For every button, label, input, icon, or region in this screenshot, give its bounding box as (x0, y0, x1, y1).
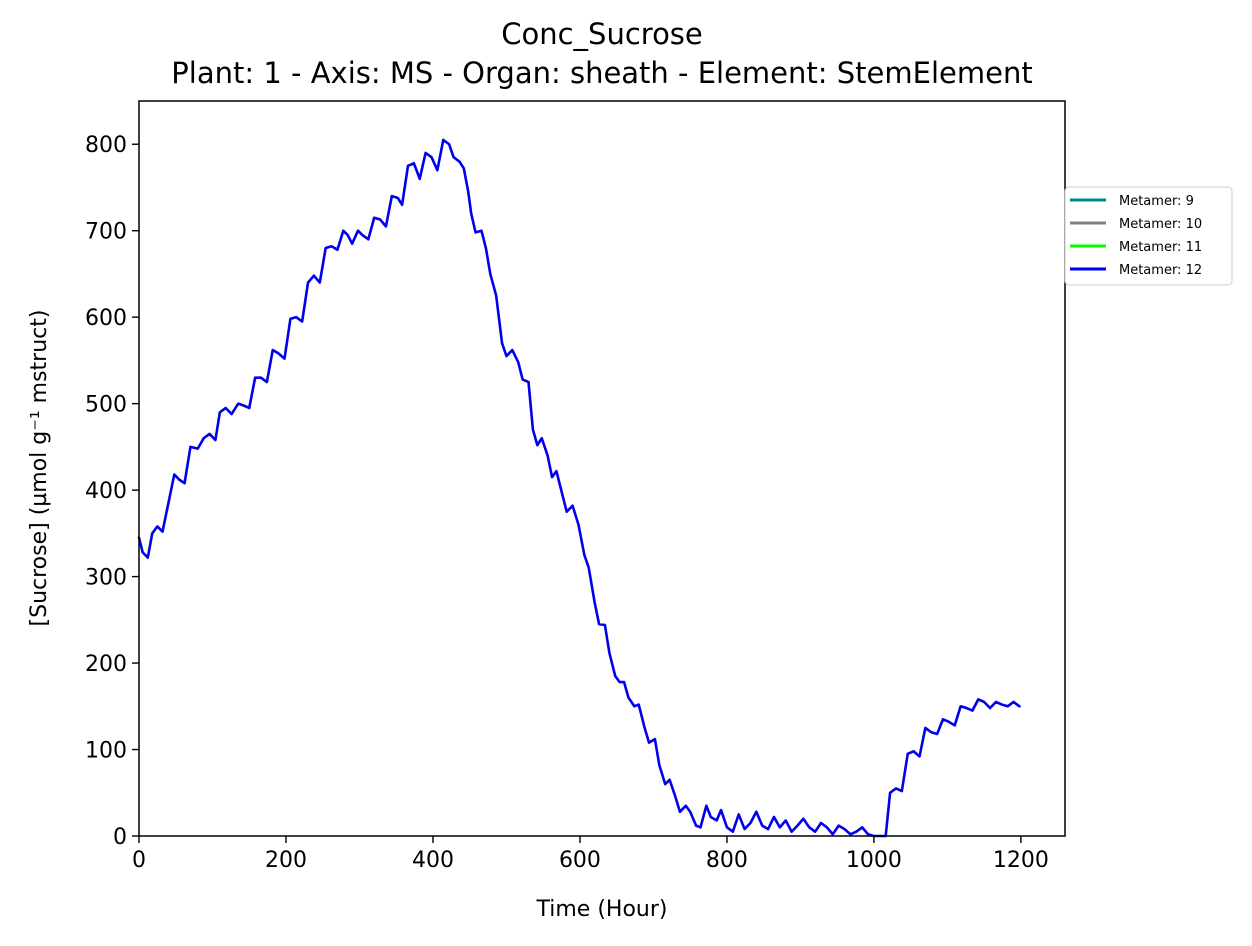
x-tick-label: 1200 (993, 848, 1049, 873)
legend-label-2: Metamer: 10 (1119, 217, 1202, 232)
y-axis-label: [Sucrose] (µmol g⁻¹ mstruct) (27, 310, 52, 627)
x-tick-label: 0 (132, 848, 146, 873)
y-tick-label: 600 (85, 306, 127, 331)
x-axis-label: Time (Hour) (536, 897, 668, 922)
y-tick-label: 800 (85, 133, 127, 158)
x-tick-label: 800 (706, 848, 748, 873)
legend-label-1: Metamer: 9 (1119, 194, 1194, 209)
x-tick-label: 200 (265, 848, 307, 873)
y-tick-label: 500 (85, 393, 127, 418)
legend-label-3: Metamer: 11 (1119, 240, 1202, 255)
y-tick-label: 0 (113, 825, 127, 850)
x-tick-label: 600 (559, 848, 601, 873)
legend-box (1064, 186, 1233, 286)
legend: Metamer: 9 Metamer: 10 Metamer: 11 Metamer:… (1064, 186, 1233, 286)
x-tick-label: 1000 (846, 848, 902, 873)
y-tick-label: 300 (85, 566, 127, 591)
legend-label-4: Metamer: 12 (1119, 263, 1202, 278)
y-tick-label: 400 (85, 479, 127, 504)
chart-subtitle: Plant: 1 - Axis: MS - Organ: sheath - El… (171, 56, 1032, 90)
y-tick-label: 100 (85, 739, 127, 764)
chart-title: Conc_Sucrose (501, 17, 703, 51)
plot-frame (138, 100, 1066, 837)
plot-area (139, 101, 1065, 836)
y-tick-label: 200 (85, 652, 127, 677)
series-layer (137, 138, 1021, 838)
y-axis: 0 100 200 300 400 500 600 700 800 (85, 133, 139, 850)
y-tick-label: 700 (85, 220, 127, 245)
x-axis: 0 200 400 600 800 1000 1200 (132, 836, 1049, 873)
x-tick-label: 400 (412, 848, 454, 873)
series-line-4 (137, 138, 1021, 838)
